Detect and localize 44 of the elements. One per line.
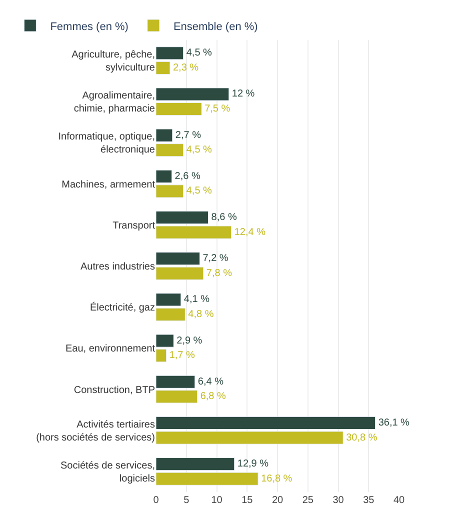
y-tick-label: Agroalimentaire, chimie, pharmacie	[74, 90, 156, 115]
data-label: 2,6 %	[174, 170, 200, 182]
legend-label: Ensemble (en %)	[173, 20, 258, 33]
data-label: 12 %	[232, 88, 255, 100]
data-label: 16,8 %	[261, 473, 292, 484]
data-label: 12,4 %	[234, 226, 266, 238]
x-tick-label: 15	[242, 495, 254, 506]
y-tick-label: Électricité, gaz	[90, 302, 155, 314]
data-label: 4,5 %	[186, 186, 212, 197]
data-label: 7,2 %	[202, 253, 228, 264]
data-label: 7,8 %	[206, 268, 232, 279]
data-label: 12,9 %	[237, 458, 269, 470]
x-tick-label: 10	[211, 495, 223, 506]
data-label: 36,1 %	[378, 417, 410, 428]
data-label: 7,5 %	[204, 104, 230, 115]
data-label: 4,5 %	[186, 48, 212, 59]
data-label: 2,7 %	[175, 130, 202, 141]
x-tick-label: 30	[332, 495, 344, 506]
y-tick-label: Construction, BTP	[74, 384, 156, 396]
y-tick-label: Machines, armement	[62, 179, 156, 190]
legend-label: Femmes (en %)	[50, 20, 128, 33]
y-tick-label: Activités tertiaires (hors sociétés de services)	[36, 419, 155, 444]
y-tick-label: Agriculture, pêche, sylviculture	[72, 50, 156, 74]
data-label: 8,6 %	[211, 212, 237, 224]
data-label: 2,3 %	[172, 62, 199, 74]
y-tick-label: Informatique, optique, électronique	[58, 132, 156, 156]
data-label: 1,7 %	[169, 350, 196, 362]
x-tick-label: 20	[272, 495, 284, 506]
data-label: 6,4 %	[198, 376, 224, 388]
x-tick-label: 25	[302, 495, 314, 506]
data-label: 4,8 %	[188, 308, 214, 320]
x-tick-label: 0	[153, 495, 160, 506]
data-label: 4,5 %	[186, 144, 212, 156]
y-tick-label: Transport	[112, 220, 156, 232]
data-label: 30,8 %	[346, 432, 378, 444]
y-tick-label: Sociétés de services, logiciels	[60, 460, 155, 484]
x-tick-label: 5	[184, 495, 190, 506]
data-label: 2,9 %	[176, 335, 202, 346]
x-tick-label: 35	[363, 495, 375, 506]
x-tick-label: 40	[393, 495, 405, 506]
y-tick-label: Autres industries	[80, 262, 155, 272]
data-label: 4,1 %	[184, 294, 210, 306]
data-label: 6,8 %	[200, 391, 226, 402]
y-tick-label: Eau, environnement	[65, 344, 156, 355]
